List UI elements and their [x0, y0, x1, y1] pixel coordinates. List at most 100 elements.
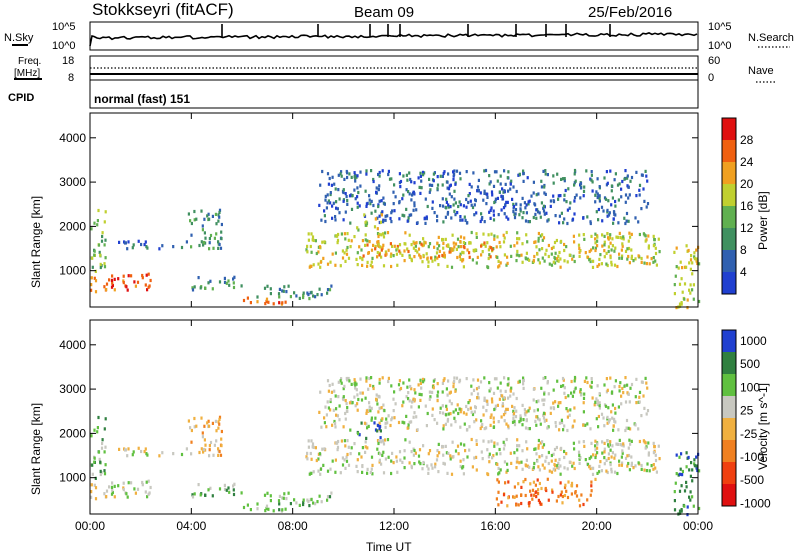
velocity-cell: [617, 428, 620, 432]
power-region: [90, 272, 152, 294]
velocity-cell: [590, 489, 593, 493]
velocity-cell: [598, 401, 601, 405]
velocity-cell: [347, 376, 350, 381]
velocity-cell: [509, 389, 512, 393]
power-cell: [698, 299, 701, 304]
velocity-cell: [349, 428, 352, 432]
power-cell: [433, 245, 436, 249]
velocity-cell: [506, 407, 509, 411]
power-cell: [493, 237, 496, 241]
velocity-cell: [312, 501, 315, 505]
velocity-cell: [512, 417, 515, 421]
power-cell: [652, 260, 655, 264]
velocity-cell: [579, 456, 582, 460]
velocity-cell: [90, 495, 93, 499]
power-cell: [180, 245, 184, 250]
power-cell: [541, 233, 544, 237]
velocity-cell: [365, 376, 368, 380]
velocity-region: [187, 415, 223, 458]
velocity-cell: [343, 439, 346, 443]
velocity-cell: [381, 439, 385, 443]
power-cell: [624, 249, 628, 253]
velocity-cell: [406, 426, 409, 430]
power-cell: [532, 180, 535, 184]
velocity-cell: [390, 418, 393, 422]
power-cell: [524, 206, 527, 210]
velocity-cell: [428, 390, 431, 394]
power-cell: [679, 304, 682, 308]
velocity-cell: [376, 429, 379, 433]
power-cell: [583, 185, 586, 189]
velocity-cell: [571, 394, 574, 398]
velocity-cell: [381, 417, 384, 421]
velocity-cell: [513, 406, 516, 410]
power-region: [318, 168, 650, 226]
velocity-cell: [477, 385, 480, 389]
power-cell: [554, 261, 557, 265]
power-cell: [528, 220, 531, 224]
power-cell: [693, 255, 696, 259]
power-cell: [207, 281, 210, 285]
power-cell: [465, 197, 468, 202]
power-cell: [575, 193, 578, 197]
velocity-cell: [320, 425, 323, 429]
velocity-cell: [499, 381, 502, 385]
power-cell: [443, 254, 446, 258]
velocity-cell: [524, 493, 527, 498]
power-cell: [547, 254, 550, 259]
power-cell: [685, 265, 688, 269]
velocity-cell: [223, 487, 227, 491]
velocity-cell: [600, 412, 604, 416]
velocity-cell: [436, 449, 439, 453]
power-cell: [327, 199, 330, 203]
velocity-cell: [686, 505, 689, 509]
velocity-cell: [344, 399, 347, 403]
velocity-cell: [644, 446, 647, 450]
velocity-cell: [356, 408, 359, 412]
power-cell: [683, 282, 687, 286]
power-colorbar-tick: 8: [740, 243, 747, 257]
velocity-cell: [506, 383, 509, 387]
velocity-cell: [202, 447, 206, 452]
power-cell: [516, 249, 519, 253]
velocity-cell: [579, 390, 582, 394]
velocity-cell: [582, 396, 586, 400]
power-cell: [344, 192, 347, 196]
velocity-cell: [620, 463, 623, 467]
power-cell: [326, 193, 329, 197]
power-cell: [383, 202, 386, 206]
power-cell: [278, 301, 281, 305]
power-cell: [621, 254, 624, 258]
velocity-cell: [334, 470, 337, 474]
velocity-cell: [584, 458, 587, 462]
power-cell: [319, 183, 322, 187]
power-cell: [687, 248, 690, 253]
power-cell: [640, 260, 643, 264]
velocity-cell: [673, 508, 677, 512]
power-cell: [645, 205, 648, 209]
power-cell: [422, 237, 425, 241]
power-cell: [509, 244, 512, 248]
power-cell: [644, 239, 647, 243]
velocity-cell: [122, 488, 125, 492]
velocity-cell: [146, 453, 149, 457]
velocity-cell: [384, 425, 387, 429]
velocity-cell: [522, 376, 525, 380]
power-cell: [494, 197, 497, 201]
velocity-cell: [104, 463, 107, 467]
power-cell: [130, 274, 133, 278]
velocity-cell: [334, 458, 337, 462]
power-cell: [453, 189, 456, 193]
power-cell: [493, 170, 497, 174]
velocity-cell: [342, 397, 345, 402]
velocity-region: [118, 446, 188, 458]
power-cell: [131, 246, 134, 250]
power-cell: [419, 174, 422, 178]
velocity-cell: [382, 442, 386, 446]
velocity-cell: [621, 451, 624, 455]
velocity-cell: [365, 379, 368, 383]
power-cell: [113, 288, 116, 292]
power-cell: [609, 169, 612, 173]
velocity-cell: [99, 472, 102, 477]
power-cell: [446, 264, 449, 268]
